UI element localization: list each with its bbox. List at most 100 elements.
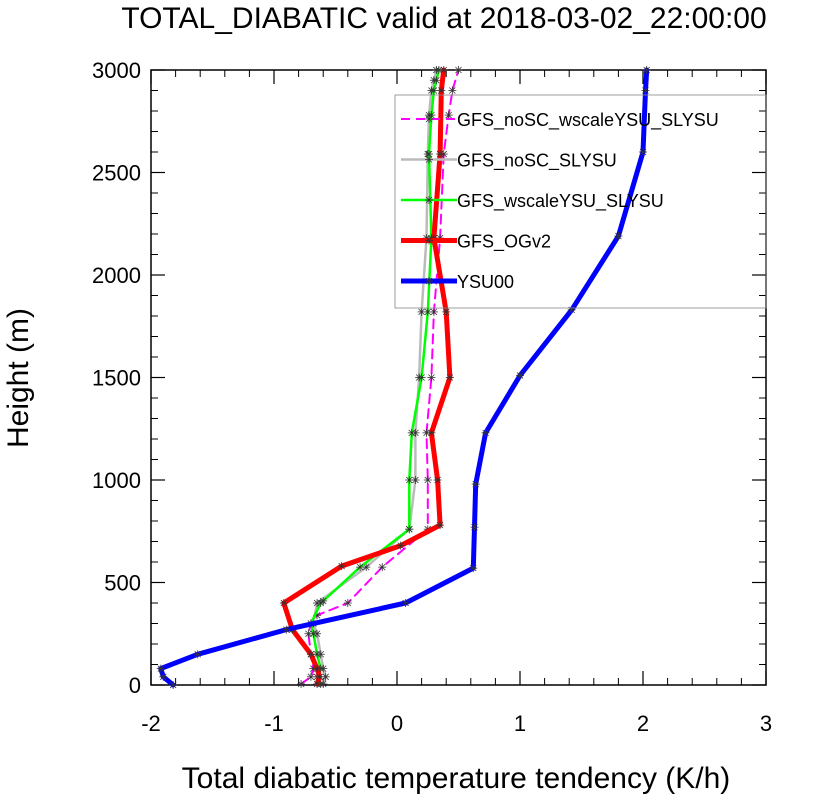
marker-stroke xyxy=(442,308,450,316)
legend-label: GFS_wscaleYSU_SLYSU xyxy=(457,191,664,212)
marker-stroke xyxy=(425,277,433,285)
marker-stroke xyxy=(471,523,478,531)
marker-stroke xyxy=(418,374,425,381)
y-tick-label: 2500 xyxy=(92,161,141,186)
marker-stroke xyxy=(356,563,364,571)
marker-stroke xyxy=(428,374,435,381)
legend-label: GFS_noSC_wscaleYSU_SLYSU xyxy=(457,110,719,131)
data-point xyxy=(279,599,288,607)
legend-label: GFS_noSC_SLYSU xyxy=(457,151,617,172)
y-tick-label: 3000 xyxy=(92,58,141,83)
marker-stroke xyxy=(428,429,435,437)
marker-stroke xyxy=(283,626,290,633)
legend-marker xyxy=(425,115,433,123)
legend-marker xyxy=(425,277,433,285)
data-point xyxy=(313,679,322,688)
marker-stroke xyxy=(425,237,433,244)
data-point xyxy=(437,86,446,95)
data-point xyxy=(159,672,168,681)
data-point xyxy=(439,66,448,74)
data-point xyxy=(417,373,426,382)
x-tick-label: -1 xyxy=(264,711,284,736)
data-point xyxy=(193,650,202,659)
x-tick-label: 2 xyxy=(637,711,649,736)
legend-item: GFS_OGv2 xyxy=(401,232,551,253)
series-4 xyxy=(156,66,651,689)
marker-stroke xyxy=(397,542,404,549)
data-point xyxy=(306,650,315,659)
marker-stroke xyxy=(437,87,445,94)
data-point xyxy=(641,86,650,95)
marker-stroke xyxy=(643,66,650,74)
data-point xyxy=(356,563,365,572)
data-point xyxy=(469,564,478,573)
marker-stroke xyxy=(412,476,419,484)
data-point xyxy=(405,525,414,534)
data-point xyxy=(445,373,454,382)
data-point xyxy=(454,66,463,74)
data-point xyxy=(433,476,442,484)
y-tick-label: 2000 xyxy=(92,263,141,288)
marker-stroke xyxy=(307,650,315,658)
data-point xyxy=(429,86,438,95)
marker-stroke xyxy=(194,650,202,658)
plot-area: -2 -1 0 1 2 3 0 500 1000 1500 2000 2500 3000 xyxy=(92,58,772,736)
data-point xyxy=(319,596,328,605)
marker-stroke xyxy=(639,148,647,156)
marker-stroke xyxy=(425,150,433,158)
data-point xyxy=(343,599,352,607)
legend-label: YSU00 xyxy=(457,272,514,292)
legend-box xyxy=(394,94,767,309)
data-point xyxy=(471,480,480,489)
marker-stroke xyxy=(430,308,438,316)
marker-stroke xyxy=(338,562,345,570)
marker-stroke xyxy=(428,111,435,119)
data-point xyxy=(442,307,451,316)
legend-marker xyxy=(425,196,433,204)
marker-stroke xyxy=(418,308,425,316)
data-point xyxy=(315,672,324,681)
series-layer xyxy=(156,66,651,689)
data-point xyxy=(378,563,387,572)
data-point xyxy=(481,428,490,437)
marker-stroke xyxy=(424,476,432,484)
marker-stroke xyxy=(307,673,315,681)
marker-stroke xyxy=(313,665,321,672)
data-point xyxy=(427,428,436,437)
series-3 xyxy=(279,66,454,688)
data-point xyxy=(427,373,436,382)
marker-stroke xyxy=(433,76,440,84)
legend-marker xyxy=(425,155,433,164)
data-point xyxy=(436,521,445,530)
x-tick-label: 1 xyxy=(514,711,526,736)
data-point xyxy=(417,307,426,316)
marker-stroke xyxy=(449,87,456,94)
marker-stroke xyxy=(362,563,370,571)
data-point xyxy=(405,476,414,484)
marker-stroke xyxy=(378,563,386,571)
marker-stroke xyxy=(344,599,352,607)
x-tick-label: 0 xyxy=(391,711,403,736)
marker-stroke xyxy=(469,564,477,572)
data-point xyxy=(567,305,576,314)
data-point xyxy=(423,307,432,316)
marker-stroke xyxy=(316,673,323,681)
x-tick-label: 3 xyxy=(760,711,772,736)
data-point xyxy=(396,541,405,550)
marker-stroke xyxy=(436,521,444,529)
legend: GFS_noSC_wscaleYSU_SLYSU GFS_noSC_SLYSU GF… xyxy=(394,94,767,309)
marker-stroke xyxy=(408,429,416,437)
marker-stroke xyxy=(425,115,433,123)
legend-item: YSU00 xyxy=(401,272,514,292)
data-point xyxy=(309,629,318,638)
chart-title: TOTAL_DIABATIC valid at 2018-03-02_22:00… xyxy=(121,2,766,35)
data-point xyxy=(434,66,443,74)
data-point xyxy=(642,66,651,74)
y-axis-title: Height (m) xyxy=(2,308,35,448)
marker-stroke xyxy=(482,429,489,437)
marker-stroke xyxy=(157,665,165,672)
marker-stroke xyxy=(434,476,441,484)
y-tick-label: 1500 xyxy=(92,366,141,391)
marker-stroke xyxy=(435,66,443,74)
